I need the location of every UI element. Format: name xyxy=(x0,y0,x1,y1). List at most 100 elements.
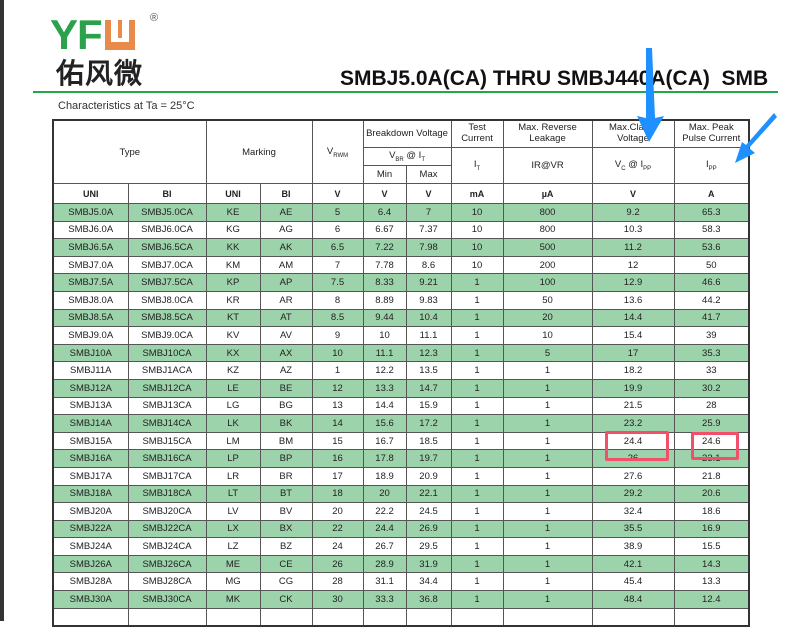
cell-marking-uni: MK xyxy=(205,590,261,609)
table-row: SMBJ18A SMBJ18CA LT BT 18 20 22.1 1 1 29.2 20.6 xyxy=(52,484,750,504)
logo-latin: YF xyxy=(50,14,135,56)
cell-peak-current: 14.3 xyxy=(673,554,750,574)
unit-cell: BI xyxy=(259,183,313,204)
cell-type-uni: SMBJ26A xyxy=(52,554,129,574)
cell-clamp-voltage: 29.2 xyxy=(591,484,675,504)
cell-vrwm: 16 xyxy=(311,449,364,468)
cell-vbr-max: 10.4 xyxy=(405,308,452,328)
cell-test-current: 1 xyxy=(450,449,504,468)
header-clamp: Max.Clamp Voltage xyxy=(591,119,675,148)
cell-type-uni: SMBJ6.5A xyxy=(52,238,129,257)
cell-vbr-min: 6.4 xyxy=(362,203,407,222)
logo-chinese: 佑风微 xyxy=(56,58,144,89)
conditions-note: Characteristics at Ta = 25°C xyxy=(58,100,195,112)
highlight-box-peak-current xyxy=(691,432,739,460)
cell-type-bi: SMBJ18CA xyxy=(127,484,207,504)
cell-vbr-min: 13.3 xyxy=(362,378,407,398)
cell-vrwm: 6.5 xyxy=(311,238,364,257)
cell-type-bi: SMBJ17CA xyxy=(127,466,207,486)
cell-test-current: 1 xyxy=(450,343,504,363)
cell-clamp-voltage: 19.9 xyxy=(591,378,675,398)
cell-leakage: 1 xyxy=(502,414,593,433)
highlight-box-clamp-voltage xyxy=(605,431,669,461)
cell-test-current: 1 xyxy=(450,484,504,504)
cell-vbr-max: 19.7 xyxy=(405,449,452,468)
cell-vbr-max: 17.2 xyxy=(405,414,452,433)
cell-peak-current: 18.6 xyxy=(673,502,750,521)
cell-clamp-voltage: 35.5 xyxy=(591,519,675,539)
cell-marking-uni: KT xyxy=(205,308,261,328)
table-row: SMBJ6.0A SMBJ6.0CA KG AG 6 6.67 7.37 10 800 10.3 5… xyxy=(52,220,750,240)
header-leakage: Max. Reverse Leakage xyxy=(502,119,593,148)
cell-leakage: 500 xyxy=(502,238,593,257)
cell-type-uni: SMBJ5.0A xyxy=(52,203,129,222)
cell-vrwm: 5 xyxy=(311,203,364,222)
cell-peak-current: 16.9 xyxy=(673,519,750,539)
cell-marking-uni: KP xyxy=(205,273,261,292)
table-row: SMBJ30A SMBJ30CA MK CK 30 33.3 36.8 1 1 48.4 12.4 xyxy=(52,590,750,609)
logo: YF ® 佑风微 xyxy=(50,12,160,92)
cell-vbr-max: 14.7 xyxy=(405,378,452,398)
cell-type-uni: SMBJ16A xyxy=(52,449,129,468)
table-row: SMBJ20A SMBJ20CA LV BV 20 22.2 24.5 1 1 32.4 18.6 xyxy=(52,502,750,521)
cell-type-bi: SMBJ14CA xyxy=(127,414,207,433)
cell-peak-current: 41.7 xyxy=(673,308,750,328)
header-breakdown: Breakdown Voltage xyxy=(362,119,452,148)
cell-clamp-voltage: 23.2 xyxy=(591,414,675,433)
cell-peak-current: 46.6 xyxy=(673,273,750,292)
table-row: SMBJ14A SMBJ14CA LK BK 14 15.6 17.2 1 1 23.2 25.9 xyxy=(52,414,750,433)
cell-peak-current: 30.2 xyxy=(673,378,750,398)
cell-clamp-voltage: 9.2 xyxy=(591,203,675,222)
table-row: SMBJ8.5A SMBJ8.5CA KT AT 8.5 9.44 10.4 1 20 14.4 4… xyxy=(52,308,750,328)
cell-marking-bi: AP xyxy=(259,273,313,292)
table-row: SMBJ17A SMBJ17CA LR BR 17 18.9 20.9 1 1 27.6 21.8 xyxy=(52,466,750,486)
cell-leakage: 1 xyxy=(502,378,593,398)
cell-test-current: 10 xyxy=(450,238,504,257)
cell-clamp-voltage: 17 xyxy=(591,343,675,363)
cell-marking-bi: AK xyxy=(259,238,313,257)
header-ipp: IPP xyxy=(673,147,750,184)
cell-vbr-max: 36.8 xyxy=(405,590,452,609)
cell-vbr-min: 8.33 xyxy=(362,273,407,292)
cell-vbr-max: 9.21 xyxy=(405,273,452,292)
registered-mark: ® xyxy=(150,12,159,24)
cell-type-bi: SMBJ10CA xyxy=(127,343,207,363)
header-vc: VC @ IPP xyxy=(591,147,675,184)
cell-marking-bi: BG xyxy=(259,396,313,416)
cell-type-bi: SMBJ6.5CA xyxy=(127,238,207,257)
window-edge xyxy=(0,0,4,621)
cell-type-bi: SMBJ16CA xyxy=(127,449,207,468)
cell-leakage: 100 xyxy=(502,273,593,292)
table-row: SMBJ8.0A SMBJ8.0CA KR AR 8 8.89 9.83 1 50 13.6 44.… xyxy=(52,290,750,310)
cell-type-uni: SMBJ14A xyxy=(52,414,129,433)
cell-marking-bi: BK xyxy=(259,414,313,433)
unit-cell: A xyxy=(673,183,750,204)
header-vrwm: VRWM xyxy=(311,119,364,184)
cell-clamp-voltage: 12.9 xyxy=(591,273,675,292)
cell-peak-current: 35.3 xyxy=(673,343,750,363)
header-marking: Marking xyxy=(205,119,313,184)
cell-test-current: 1 xyxy=(450,273,504,292)
arrow-down-icon xyxy=(637,48,664,142)
cell-type-bi: SMBJ12CA xyxy=(127,378,207,398)
table-row: SMBJ5.0A SMBJ5.0CA KE AE 5 6.4 7 10 800 9.2 65.3 xyxy=(52,203,750,222)
header-ir: IR@VR xyxy=(502,147,593,184)
cell-type-uni: SMBJ30A xyxy=(52,590,129,609)
cell-vrwm: 14 xyxy=(311,414,364,433)
unit-cell: UNI xyxy=(52,183,129,204)
cell-leakage: 1 xyxy=(502,484,593,504)
document-title: SMBJ5.0A(CA) THRU SMBJ440A(CA) SMB xyxy=(340,67,769,90)
cell-type-bi: SMBJ9.0CA xyxy=(127,326,207,345)
cell-clamp-voltage: 14.4 xyxy=(591,308,675,328)
cell-marking-bi: AT xyxy=(259,308,313,328)
cell-marking-uni: LT xyxy=(205,484,261,504)
cell-test-current: 10 xyxy=(450,203,504,222)
cell-vbr-max: 7.98 xyxy=(405,238,452,257)
cell-marking-bi: BX xyxy=(259,519,313,539)
table-row: SMBJ11A SMBJ1ACA KZ AZ 1 12.2 13.5 1 1 18.2 33 xyxy=(52,361,750,380)
cell-marking-uni: ME xyxy=(205,554,261,574)
cell-vrwm: 26 xyxy=(311,554,364,574)
cell-type-bi: SMBJ22CA xyxy=(127,519,207,539)
cell-vrwm: 30 xyxy=(311,590,364,609)
